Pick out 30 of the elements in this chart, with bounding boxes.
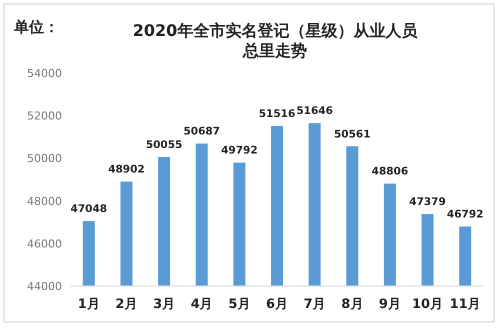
data-label: 48806 xyxy=(372,166,408,178)
data-label: 47379 xyxy=(409,196,446,208)
data-label: 46792 xyxy=(446,208,484,221)
x-tick-label: 9月 xyxy=(378,297,401,312)
data-label: 48902 xyxy=(108,164,145,176)
data-label: 49792 xyxy=(221,144,258,157)
y-tick-label: 44000 xyxy=(27,280,62,293)
chart-title: 2020年全市实名登记（星级）从业人员总里走势 xyxy=(132,21,418,60)
data-label: 51646 xyxy=(296,105,333,118)
x-tick-label: 6月 xyxy=(266,297,288,312)
data-label: 50687 xyxy=(183,126,220,138)
x-tick-label: 8月 xyxy=(341,297,364,312)
x-tick-label: 11月 xyxy=(450,297,481,312)
x-tick-label: 2月 xyxy=(115,297,138,312)
data-label: 51516 xyxy=(258,108,296,120)
y-axis-title: 单位： xyxy=(13,18,59,36)
x-tick-label: 10月 xyxy=(412,297,444,312)
x-tick-label: 3月 xyxy=(153,297,176,312)
x-tick-label: 5月 xyxy=(228,297,250,312)
data-label: 50055 xyxy=(146,139,182,152)
x-tick-label: 1月 xyxy=(78,297,100,312)
data-label: 47048 xyxy=(70,203,108,216)
y-tick-label: 48000 xyxy=(27,194,62,208)
y-tick-label: 54000 xyxy=(27,67,62,80)
data-label: 50561 xyxy=(334,128,371,140)
x-tick-label: 4月 xyxy=(190,297,213,312)
x-tick-label: 7月 xyxy=(304,297,326,312)
y-tick-label: 50000 xyxy=(27,152,62,166)
y-tick-label: 46000 xyxy=(27,237,62,250)
y-tick-label: 52000 xyxy=(27,110,62,123)
